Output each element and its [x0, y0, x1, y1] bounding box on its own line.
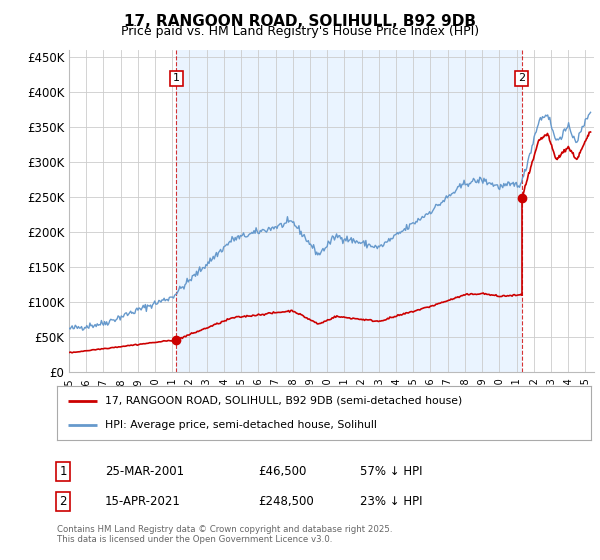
- Text: 2: 2: [59, 494, 67, 508]
- Bar: [176, 50, 521, 372]
- Text: Price paid vs. HM Land Registry's House Price Index (HPI): Price paid vs. HM Land Registry's House …: [121, 25, 479, 38]
- Text: 2: 2: [518, 73, 525, 83]
- Text: 17, RANGOON ROAD, SOLIHULL, B92 9DB: 17, RANGOON ROAD, SOLIHULL, B92 9DB: [124, 14, 476, 29]
- Text: Contains HM Land Registry data © Crown copyright and database right 2025.
This d: Contains HM Land Registry data © Crown c…: [57, 525, 392, 544]
- Text: £46,500: £46,500: [258, 465, 307, 478]
- Text: 57% ↓ HPI: 57% ↓ HPI: [360, 465, 422, 478]
- Text: 15-APR-2021: 15-APR-2021: [105, 494, 181, 508]
- Text: HPI: Average price, semi-detached house, Solihull: HPI: Average price, semi-detached house,…: [105, 420, 377, 430]
- Text: 25-MAR-2001: 25-MAR-2001: [105, 465, 184, 478]
- Text: 17, RANGOON ROAD, SOLIHULL, B92 9DB (semi-detached house): 17, RANGOON ROAD, SOLIHULL, B92 9DB (sem…: [105, 396, 463, 406]
- Text: 1: 1: [59, 465, 67, 478]
- Text: £248,500: £248,500: [258, 494, 314, 508]
- Text: 1: 1: [173, 73, 180, 83]
- Text: 23% ↓ HPI: 23% ↓ HPI: [360, 494, 422, 508]
